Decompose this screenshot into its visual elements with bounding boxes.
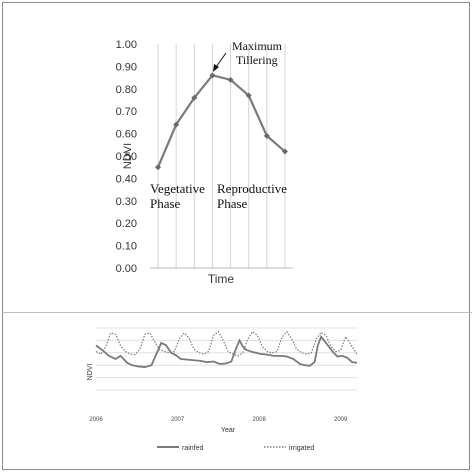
chart1-y-tick-label: 0.00	[116, 263, 137, 275]
ndvi-phase-chart: 0.00 0.10 0.20 0.30 0.40 0.50 0.60 0.70 0.80 0.90…	[116, 39, 293, 286]
annotation-vegetative: Vegetative	[150, 181, 205, 196]
annotation-arrow-head	[213, 64, 219, 72]
chart1-y-tick-label: 0.50	[116, 151, 137, 163]
chart1-y-tick-label: 0.80	[116, 84, 137, 96]
chart1-y-axis-label: NDVI	[122, 143, 134, 169]
annotation-reproductive: Reproductive	[217, 181, 287, 196]
chart1-x-axis-label: Time	[208, 272, 235, 286]
figure-frame	[2, 2, 470, 470]
chart1-y-tick-label: 0.90	[116, 61, 137, 73]
chart1-point	[173, 121, 180, 128]
annotation-maximum: Maximum	[232, 39, 283, 53]
chart1-y-tick-label: 0.60	[116, 129, 137, 141]
chart1-y-tick-label: 0.10	[116, 241, 137, 253]
chart1-point	[282, 148, 288, 155]
chart1-series-line	[156, 74, 286, 168]
chart1-y-tick-label: 0.20	[116, 218, 137, 230]
chart1-series	[156, 74, 286, 168]
chart1-point	[191, 94, 198, 101]
annotation-tillering: Tillering	[236, 53, 278, 67]
chart1-point	[209, 72, 216, 79]
chart1-point	[245, 92, 252, 99]
chart1-point	[155, 164, 161, 171]
chart1-y-tick-label: 0.40	[116, 173, 137, 185]
chart1-y-tick-label: 0.30	[116, 196, 137, 208]
annotation-arrow-line	[215, 52, 227, 68]
chart1-point	[227, 76, 234, 83]
annotation-reproductive-phase: Phase	[217, 196, 248, 211]
chart1-y-ticks: 0.00 0.10 0.20 0.30 0.40 0.50 0.60 0.70 0.80 0.90…	[116, 39, 137, 275]
chart1-y-tick-label: 1.00	[116, 39, 137, 51]
chart1-points	[155, 72, 288, 171]
chart1-point	[263, 132, 270, 139]
chart1-y-tick-label: 0.70	[116, 106, 137, 118]
panel-divider	[2, 312, 472, 313]
annotation-vegetative-phase: Phase	[150, 196, 181, 211]
